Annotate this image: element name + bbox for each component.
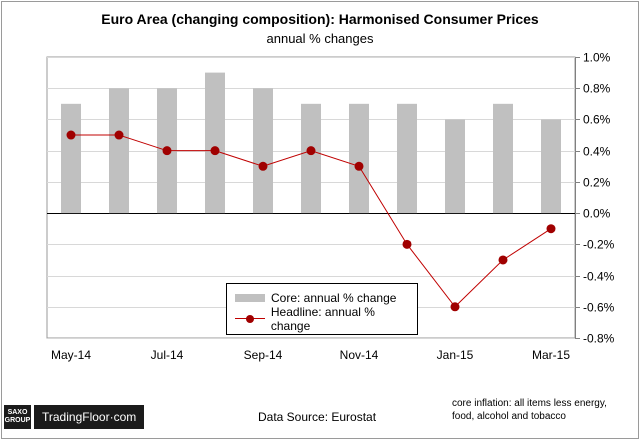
bar-core	[301, 103, 321, 214]
point-headline	[210, 146, 220, 156]
bar-core	[61, 103, 81, 214]
y-tick-label: 0.4%	[583, 145, 611, 159]
point-headline	[258, 161, 268, 171]
x-tick-label: Jul-14	[151, 348, 184, 362]
y-tick-label: 0.0%	[583, 207, 611, 221]
point-headline	[66, 130, 76, 140]
chart-subtitle: annual % changes	[266, 31, 374, 46]
y-tick-label: -0.6%	[583, 301, 615, 315]
bar-core	[541, 119, 561, 214]
chart-title: Euro Area (changing composition): Harmon…	[101, 11, 539, 27]
bar-core	[397, 103, 417, 214]
bar-core	[253, 88, 273, 214]
legend-item-headline: Headline: annual % change	[235, 305, 417, 333]
point-headline	[546, 224, 556, 234]
x-tick-label: Sep-14	[244, 348, 283, 362]
point-headline	[402, 239, 412, 249]
footnote: core inflation: all items less energy, f…	[452, 398, 607, 422]
y-tick-label: 0.8%	[583, 82, 611, 96]
point-headline	[354, 161, 364, 171]
point-headline	[114, 130, 124, 140]
legend-label-headline: Headline: annual % change	[270, 305, 375, 333]
legend-item-core: Core: annual % change	[235, 290, 396, 306]
x-tick-label: Jan-15	[437, 348, 474, 362]
bar-core	[445, 119, 465, 214]
point-headline	[450, 302, 460, 312]
bar-core	[493, 103, 513, 214]
legend-swatch-headline	[235, 314, 265, 324]
y-tick-label: -0.8%	[583, 332, 615, 346]
y-tick-label: 0.2%	[583, 176, 611, 190]
x-tick-label: Nov-14	[340, 348, 379, 362]
brand-label: TradingFloor·com	[34, 405, 145, 429]
tradingfloor-logo: SAXO GROUP TradingFloor·com	[4, 405, 145, 429]
data-source: Data Source: Eurostat	[258, 410, 377, 424]
bar-core	[109, 88, 129, 214]
legend: Core: annual % change Headline: annual %…	[226, 283, 418, 335]
x-tick-label: May-14	[51, 348, 91, 362]
bar-core	[349, 103, 369, 214]
y-tick-label: -0.2%	[583, 238, 615, 252]
saxo-group-logo: SAXO GROUP	[4, 405, 31, 429]
point-headline	[306, 146, 316, 156]
x-tick-label: Mar-15	[532, 348, 570, 362]
y-tick-label: 0.6%	[583, 113, 611, 127]
point-headline	[162, 146, 172, 156]
bar-core	[205, 72, 225, 214]
legend-label-core: Core: annual % change	[271, 291, 397, 305]
point-headline	[498, 255, 508, 265]
y-tick-label: -0.4%	[583, 270, 615, 284]
y-tick-label: 1.0%	[583, 51, 611, 65]
legend-swatch-core	[235, 294, 265, 302]
